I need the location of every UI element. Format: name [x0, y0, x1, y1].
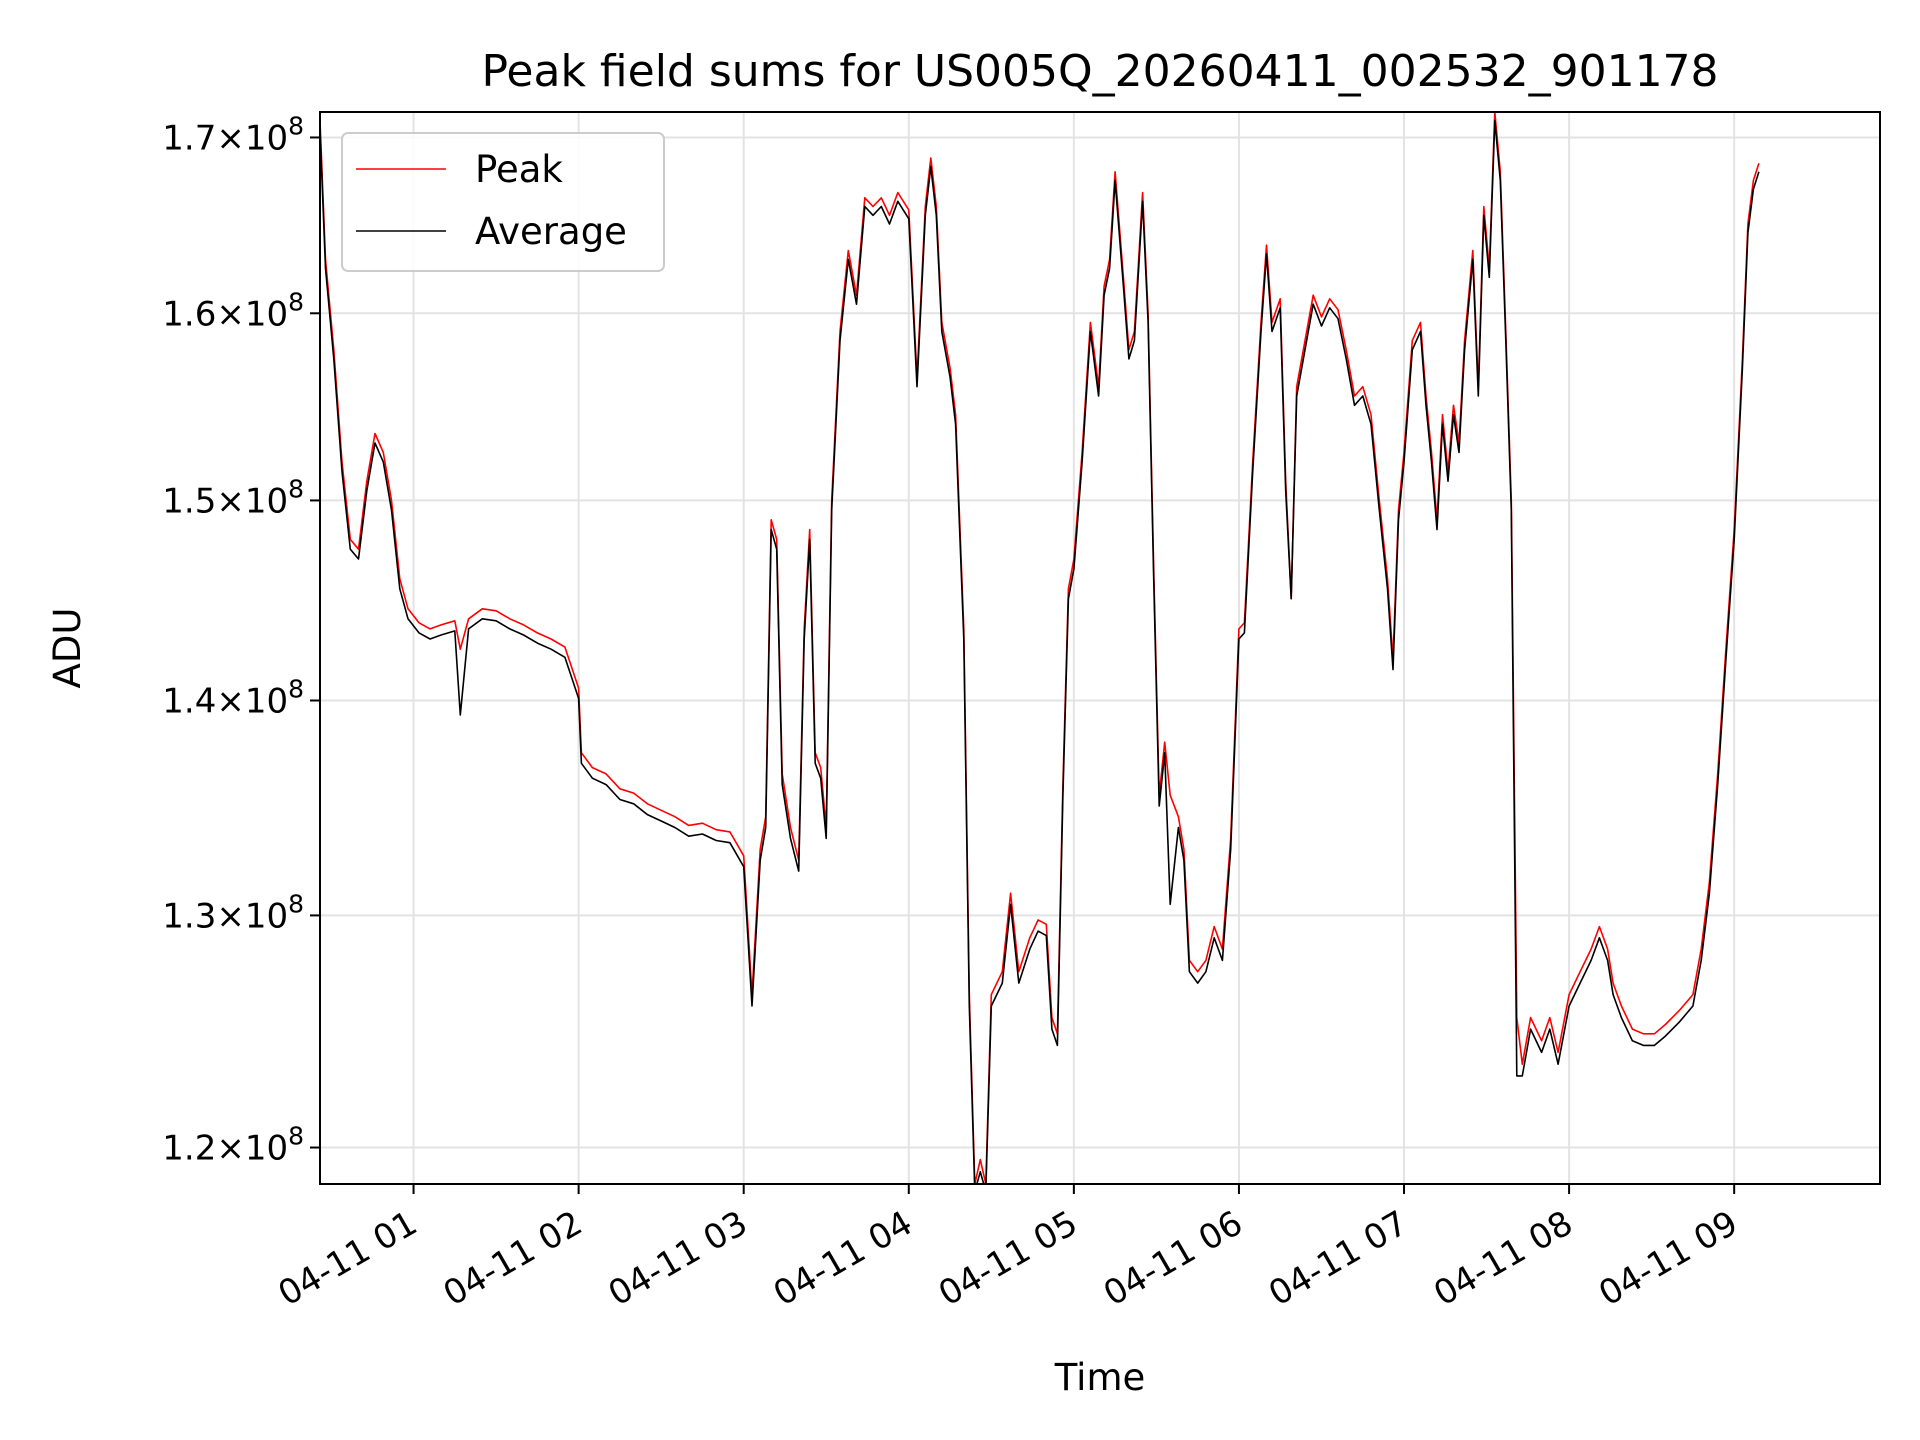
series-line-average [320, 119, 1760, 1184]
y-tick-mantissa: 1.4 [162, 682, 216, 722]
legend-average-label: Average [475, 210, 627, 253]
y-tick-times: × [216, 682, 245, 722]
chart-title: Peak field sums for US005Q_20260411_0025… [481, 46, 1718, 97]
y-tick-label: 1.2×108 [162, 1122, 304, 1169]
y-tick-label: 1.6×108 [162, 287, 304, 334]
y-tick-base: 10 [245, 682, 288, 722]
y-tick-label: 1.4×108 [162, 675, 304, 722]
svg-text:1.7×108: 1.7×108 [162, 111, 304, 158]
legend: Peak Average [341, 132, 665, 272]
y-axis-label: ADU [46, 608, 89, 689]
svg-text:1.5×108: 1.5×108 [162, 474, 304, 521]
y-tick-exponent: 8 [288, 111, 304, 140]
y-tick-exponent: 8 [288, 889, 304, 918]
y-tick-base: 10 [245, 118, 288, 158]
y-tick-base: 10 [245, 294, 288, 334]
y-tick-exponent: 8 [288, 675, 304, 704]
y-tick-mantissa: 1.5 [162, 481, 216, 521]
y-tick-mantissa: 1.6 [162, 294, 216, 334]
y-tick-label: 1.7×108 [162, 111, 304, 158]
svg-text:1.4×108: 1.4×108 [162, 675, 304, 722]
y-tick-mantissa: 1.3 [162, 896, 216, 936]
y-tick-label: 1.3×108 [162, 889, 304, 936]
svg-text:1.3×108: 1.3×108 [162, 889, 304, 936]
y-tick-mantissa: 1.2 [162, 1129, 216, 1169]
plot-frame [319, 111, 1881, 1185]
y-tick-times: × [216, 896, 245, 936]
y-tick-times: × [216, 294, 245, 334]
y-tick-mantissa: 1.7 [162, 118, 216, 158]
y-tick-times: × [216, 1129, 245, 1169]
x-axis-label: Time [1054, 1356, 1146, 1399]
legend-box [341, 132, 665, 272]
svg-text:1.6×108: 1.6×108 [162, 287, 304, 334]
legend-peak-label: Peak [475, 148, 563, 191]
y-tick-label: 1.5×108 [162, 474, 304, 521]
y-tick-exponent: 8 [288, 474, 304, 503]
y-axis: 1.2×1081.3×1081.4×1081.5×1081.6×1081.7×1… [162, 111, 320, 1169]
grid [320, 112, 1880, 1184]
series-layer [320, 112, 1760, 1184]
svg-text:1.2×108: 1.2×108 [162, 1122, 304, 1169]
y-tick-base: 10 [245, 1129, 288, 1169]
y-tick-times: × [216, 118, 245, 158]
y-tick-base: 10 [245, 896, 288, 936]
y-tick-times: × [216, 481, 245, 521]
y-tick-exponent: 8 [288, 1122, 304, 1151]
y-tick-exponent: 8 [288, 287, 304, 316]
y-tick-base: 10 [245, 481, 288, 521]
